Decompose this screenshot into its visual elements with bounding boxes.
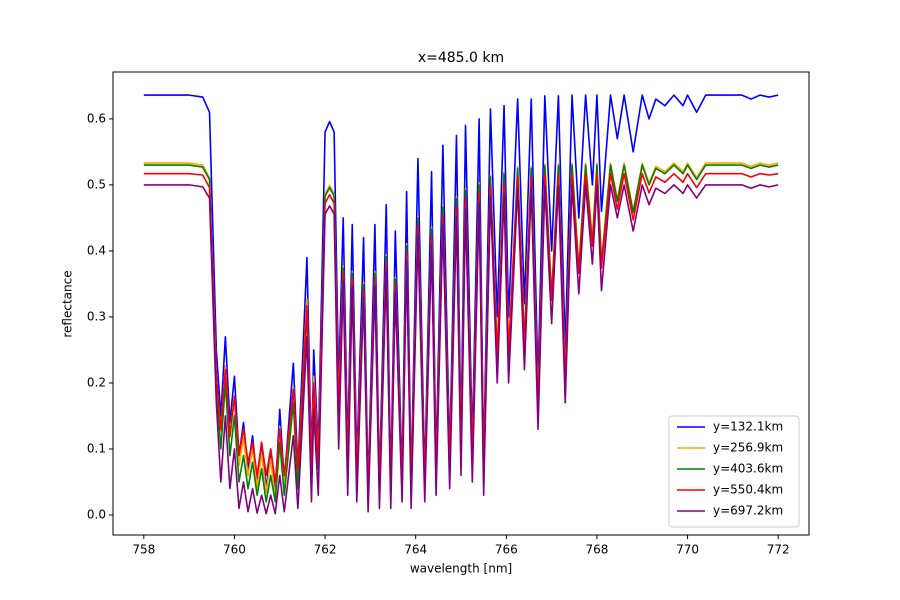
y-tick-label: 0.5 bbox=[87, 177, 106, 191]
x-tick-label: 766 bbox=[495, 543, 518, 557]
x-tick-label: 770 bbox=[676, 543, 699, 557]
plot-frame bbox=[112, 71, 810, 536]
legend: y=132.1km y=256.9km y=403.6km y=550.4km y=69… bbox=[668, 415, 800, 528]
chart-title: x=485.0 km bbox=[418, 50, 504, 66]
legend-label: y=697.2km bbox=[713, 504, 783, 518]
y-tick-label: 0.4 bbox=[87, 243, 106, 257]
legend-label: y=132.1km bbox=[713, 420, 783, 434]
x-tick-label: 762 bbox=[314, 543, 337, 557]
y-tick-label: 0.6 bbox=[87, 111, 106, 125]
x-tick-label: 760 bbox=[223, 543, 246, 557]
x-tick-label: 768 bbox=[585, 543, 608, 557]
series-line bbox=[143, 184, 779, 515]
y-axis-label: reflectance bbox=[61, 270, 75, 337]
x-tick-label: 758 bbox=[132, 543, 155, 557]
legend-label: y=256.9km bbox=[713, 441, 783, 455]
y-tick-label: 0.3 bbox=[87, 309, 106, 323]
x-tick-label: 764 bbox=[404, 543, 427, 557]
x-axis-label: wavelength [nm] bbox=[410, 562, 512, 576]
y-tick-label: 0.2 bbox=[87, 375, 106, 389]
y-tick-label: 0.1 bbox=[87, 441, 106, 455]
x-tick-label: 772 bbox=[767, 543, 790, 557]
legend-label: y=403.6km bbox=[713, 462, 783, 476]
legend-label: y=550.4km bbox=[713, 483, 783, 497]
y-tick-label: 0.0 bbox=[87, 507, 106, 521]
legend-box bbox=[668, 415, 800, 528]
